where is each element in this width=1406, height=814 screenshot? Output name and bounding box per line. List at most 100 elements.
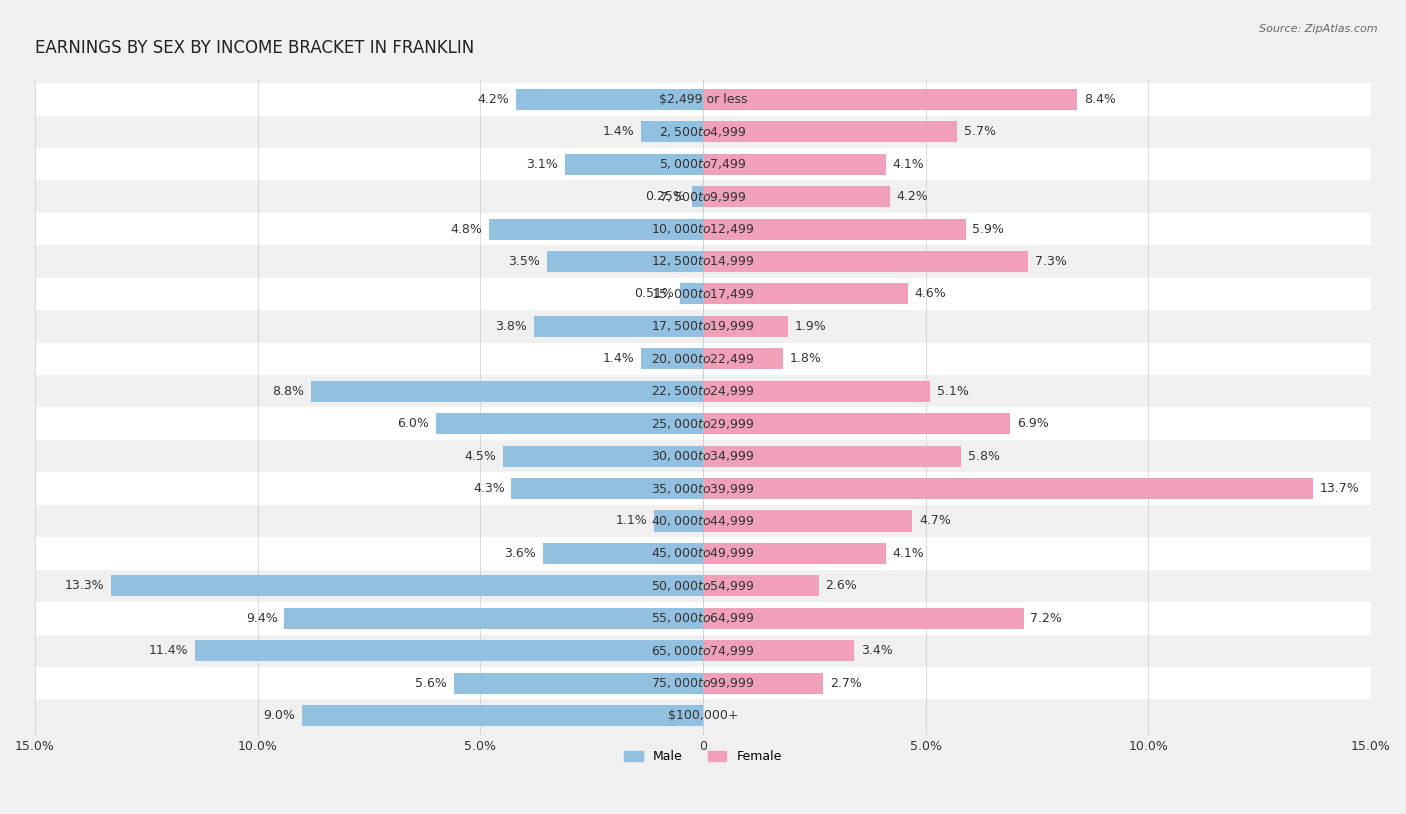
Bar bbox=[703, 414, 1011, 434]
Text: 8.8%: 8.8% bbox=[273, 385, 304, 398]
Bar bbox=[35, 440, 1371, 472]
Bar bbox=[703, 316, 787, 337]
Bar bbox=[703, 575, 818, 597]
Bar bbox=[35, 148, 1371, 181]
Bar bbox=[35, 667, 1371, 699]
Text: $10,000 to $12,499: $10,000 to $12,499 bbox=[651, 222, 755, 236]
Bar bbox=[654, 510, 703, 532]
Bar bbox=[703, 186, 890, 207]
Text: 4.8%: 4.8% bbox=[451, 222, 482, 235]
Bar bbox=[35, 505, 1371, 537]
Text: 5.9%: 5.9% bbox=[973, 222, 1004, 235]
Text: 0.51%: 0.51% bbox=[634, 287, 673, 300]
Text: $45,000 to $49,999: $45,000 to $49,999 bbox=[651, 546, 755, 560]
Bar bbox=[35, 83, 1371, 116]
Text: $20,000 to $22,499: $20,000 to $22,499 bbox=[651, 352, 755, 365]
Text: $2,500 to $4,999: $2,500 to $4,999 bbox=[659, 125, 747, 138]
Text: 2.6%: 2.6% bbox=[825, 580, 858, 593]
Bar bbox=[547, 251, 703, 272]
Text: 1.1%: 1.1% bbox=[616, 514, 647, 527]
Bar bbox=[284, 608, 703, 629]
Text: $22,500 to $24,999: $22,500 to $24,999 bbox=[651, 384, 755, 398]
Text: $30,000 to $34,999: $30,000 to $34,999 bbox=[651, 449, 755, 463]
Bar bbox=[565, 154, 703, 175]
Bar bbox=[35, 537, 1371, 570]
Bar bbox=[703, 608, 1024, 629]
Text: 1.9%: 1.9% bbox=[794, 320, 827, 333]
Text: $50,000 to $54,999: $50,000 to $54,999 bbox=[651, 579, 755, 593]
Bar bbox=[703, 283, 908, 304]
Text: 4.1%: 4.1% bbox=[893, 158, 924, 171]
Text: 3.4%: 3.4% bbox=[860, 644, 893, 657]
Text: $15,000 to $17,499: $15,000 to $17,499 bbox=[651, 287, 755, 301]
Text: $55,000 to $64,999: $55,000 to $64,999 bbox=[651, 611, 755, 625]
Text: 9.4%: 9.4% bbox=[246, 612, 277, 625]
Bar bbox=[35, 245, 1371, 278]
Text: EARNINGS BY SEX BY INCOME BRACKET IN FRANKLIN: EARNINGS BY SEX BY INCOME BRACKET IN FRA… bbox=[35, 39, 474, 57]
Bar bbox=[703, 672, 824, 694]
Text: 5.8%: 5.8% bbox=[967, 449, 1000, 462]
Text: Source: ZipAtlas.com: Source: ZipAtlas.com bbox=[1260, 24, 1378, 34]
Text: $75,000 to $99,999: $75,000 to $99,999 bbox=[651, 676, 755, 690]
Bar bbox=[195, 640, 703, 661]
Legend: Male, Female: Male, Female bbox=[619, 745, 787, 768]
Text: 5.7%: 5.7% bbox=[963, 125, 995, 138]
Text: 5.6%: 5.6% bbox=[415, 676, 447, 689]
Bar bbox=[302, 705, 703, 726]
Text: $5,000 to $7,499: $5,000 to $7,499 bbox=[659, 157, 747, 171]
Bar bbox=[111, 575, 703, 597]
Text: 3.8%: 3.8% bbox=[495, 320, 527, 333]
Bar bbox=[703, 445, 962, 466]
Bar bbox=[703, 89, 1077, 110]
Bar bbox=[703, 121, 957, 142]
Text: 4.3%: 4.3% bbox=[472, 482, 505, 495]
Text: $12,500 to $14,999: $12,500 to $14,999 bbox=[651, 255, 755, 269]
Text: 8.4%: 8.4% bbox=[1084, 93, 1116, 106]
Text: 11.4%: 11.4% bbox=[149, 644, 188, 657]
Bar bbox=[35, 472, 1371, 505]
Text: 7.3%: 7.3% bbox=[1035, 255, 1067, 268]
Text: 1.4%: 1.4% bbox=[602, 125, 634, 138]
Bar bbox=[681, 283, 703, 304]
Text: 5.1%: 5.1% bbox=[936, 385, 969, 398]
Bar bbox=[703, 348, 783, 370]
Text: 3.5%: 3.5% bbox=[509, 255, 540, 268]
Text: 4.6%: 4.6% bbox=[914, 287, 946, 300]
Bar bbox=[35, 116, 1371, 148]
Bar bbox=[35, 635, 1371, 667]
Text: $17,500 to $19,999: $17,500 to $19,999 bbox=[651, 319, 755, 334]
Bar bbox=[543, 543, 703, 564]
Bar bbox=[35, 181, 1371, 212]
Bar bbox=[35, 570, 1371, 602]
Bar bbox=[35, 602, 1371, 635]
Text: 4.2%: 4.2% bbox=[897, 190, 928, 204]
Bar bbox=[703, 478, 1313, 499]
Bar bbox=[516, 89, 703, 110]
Bar bbox=[35, 375, 1371, 408]
Text: 7.2%: 7.2% bbox=[1031, 612, 1062, 625]
Bar bbox=[703, 543, 886, 564]
Bar bbox=[512, 478, 703, 499]
Text: $7,500 to $9,999: $7,500 to $9,999 bbox=[659, 190, 747, 204]
Text: $25,000 to $29,999: $25,000 to $29,999 bbox=[651, 417, 755, 431]
Bar bbox=[703, 154, 886, 175]
Bar bbox=[703, 218, 966, 239]
Bar bbox=[641, 121, 703, 142]
Text: 1.4%: 1.4% bbox=[602, 352, 634, 365]
Text: $2,499 or less: $2,499 or less bbox=[659, 93, 747, 106]
Text: 3.6%: 3.6% bbox=[505, 547, 536, 560]
Bar bbox=[35, 310, 1371, 343]
Text: $65,000 to $74,999: $65,000 to $74,999 bbox=[651, 644, 755, 658]
Text: 6.9%: 6.9% bbox=[1017, 418, 1049, 430]
Text: $100,000+: $100,000+ bbox=[668, 709, 738, 722]
Bar bbox=[35, 699, 1371, 732]
Bar bbox=[703, 251, 1028, 272]
Text: 2.7%: 2.7% bbox=[830, 676, 862, 689]
Text: 4.2%: 4.2% bbox=[478, 93, 509, 106]
Text: 13.3%: 13.3% bbox=[65, 580, 104, 593]
Text: $40,000 to $44,999: $40,000 to $44,999 bbox=[651, 514, 755, 528]
Text: 4.7%: 4.7% bbox=[920, 514, 950, 527]
Text: 4.5%: 4.5% bbox=[464, 449, 496, 462]
Bar bbox=[703, 381, 931, 402]
Bar bbox=[534, 316, 703, 337]
